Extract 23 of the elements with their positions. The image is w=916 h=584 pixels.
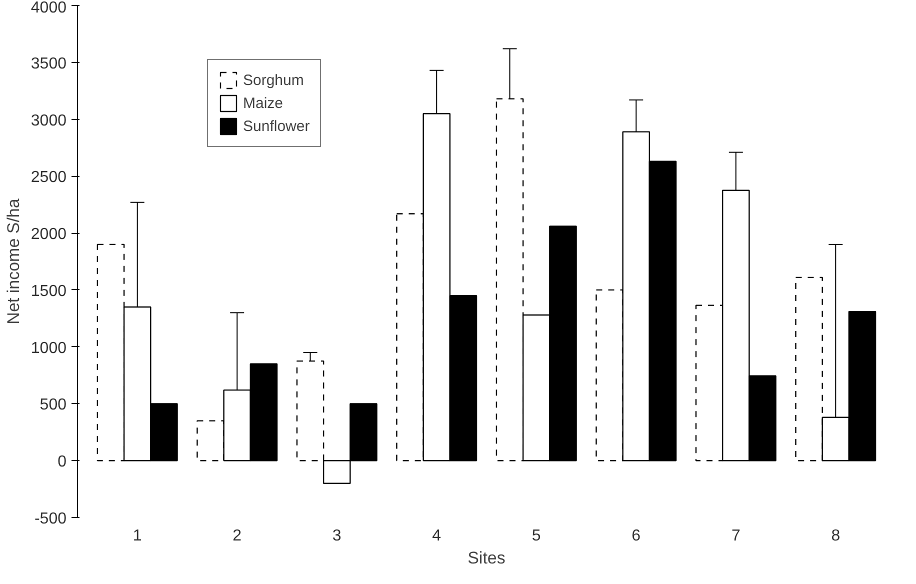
y-tick-label: -500 [34,510,67,528]
legend-label: Sunflower [243,118,310,134]
y-tick-label: 0 [58,454,67,471]
x-tick-label: 6 [632,528,641,544]
x-tick-label: 8 [831,528,840,544]
y-tick-label: 1500 [30,282,67,300]
y-tick-label: 3000 [30,112,67,130]
y-tick-label: 2000 [30,226,67,244]
y-axis-title: Net income S/ha [4,198,23,324]
y-tick-label: 500 [40,396,67,414]
x-tick-label: 2 [232,528,242,544]
x-axis-title: Sites [468,548,506,568]
y-tick-label: 1000 [30,340,67,357]
x-tick-label: 5 [532,528,541,544]
x-tick-label: 1 [132,528,142,544]
legend-label: Maize [243,94,284,112]
y-tick-label: 2500 [30,169,67,186]
x-tick-label: 7 [731,528,740,544]
y-tick-label: 4000 [30,0,67,16]
legend-label: Sorghum [243,72,304,88]
y-tick-label: 3500 [30,55,67,72]
x-tick-label: 4 [432,528,442,544]
x-tick-label: 3 [332,528,342,544]
